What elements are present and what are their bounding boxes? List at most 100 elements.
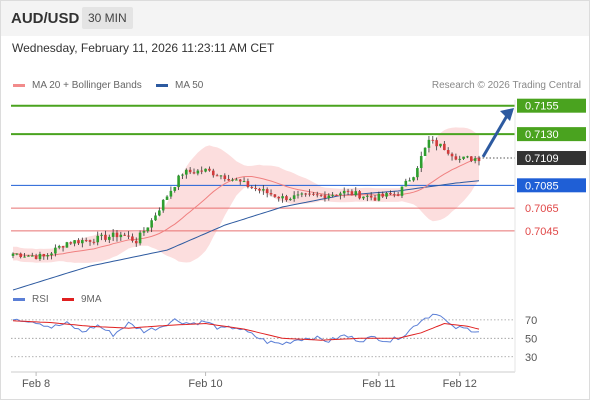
candle-body xyxy=(104,234,107,240)
candle-body xyxy=(88,240,92,242)
candle-body xyxy=(57,246,61,248)
candle-body xyxy=(354,191,358,196)
rsi-9ma-line xyxy=(12,320,480,341)
resistance-level-label: 0.7155 xyxy=(525,101,559,113)
legend-item-rsi: RSI xyxy=(13,294,49,305)
candle-body xyxy=(30,255,34,257)
resistance-label-bg xyxy=(517,98,586,113)
candle-body xyxy=(427,139,431,148)
candle-body xyxy=(315,194,319,196)
candle-body xyxy=(158,210,161,216)
candle-body xyxy=(188,169,192,173)
pivot-label-bg xyxy=(517,178,586,193)
x-tick-label: Feb 11 xyxy=(362,378,395,390)
candle-body xyxy=(369,195,373,198)
candle-body xyxy=(142,231,146,233)
candle-body xyxy=(300,193,304,195)
legend-label: MA 50 xyxy=(175,80,204,91)
candle-body xyxy=(196,170,200,174)
timeframe-badge[interactable]: 30 MIN xyxy=(82,7,133,29)
candle-body xyxy=(281,196,284,199)
candle-body xyxy=(238,179,242,182)
candle-body xyxy=(443,143,446,151)
rsi-swatch xyxy=(13,298,25,301)
current-price-label: 0.7109 xyxy=(525,153,559,165)
candle-body xyxy=(111,232,115,237)
candle-body xyxy=(308,193,311,195)
candle-body xyxy=(219,175,223,177)
candle-body xyxy=(431,139,435,141)
candle-body xyxy=(242,181,246,183)
rsi-tick-label: 70 xyxy=(525,315,537,327)
candle-body xyxy=(335,194,338,196)
x-tick-label: Feb 12 xyxy=(443,378,477,390)
legend-label: RSI xyxy=(32,294,49,305)
candle-body xyxy=(385,193,388,197)
candle-body xyxy=(389,193,392,195)
candle-body xyxy=(373,197,377,201)
candle-body xyxy=(366,195,369,197)
candle-body xyxy=(400,186,404,196)
candle-body xyxy=(123,234,126,236)
candle-body xyxy=(342,190,346,194)
candle-body xyxy=(469,156,473,161)
candle-body xyxy=(161,199,165,211)
candle-body xyxy=(312,193,315,195)
legend-label: MA 20 + Bollinger Bands xyxy=(32,80,142,91)
candle-body xyxy=(250,187,254,189)
candle-body xyxy=(254,188,257,190)
pair-title: AUD/USD xyxy=(11,10,80,27)
bollinger-swatch xyxy=(13,84,25,87)
candle-body xyxy=(435,140,438,147)
candle-body xyxy=(392,194,396,196)
legend-item-9ma: 9MA xyxy=(62,294,102,305)
candle-body xyxy=(92,241,96,243)
candle-body xyxy=(38,253,42,259)
candle-body xyxy=(339,193,342,196)
candle-body xyxy=(346,190,350,192)
candle-body xyxy=(100,234,103,236)
candle-body xyxy=(381,193,385,197)
candle-body xyxy=(107,236,111,240)
candle-body xyxy=(285,196,288,201)
candle-body xyxy=(165,196,169,200)
candle-body xyxy=(34,255,38,259)
candle-body xyxy=(169,190,173,197)
candle-body xyxy=(273,194,277,197)
candle-body xyxy=(358,191,361,199)
candle-body xyxy=(292,195,296,199)
candle-body xyxy=(296,194,300,196)
candle-body xyxy=(215,175,219,177)
candle-body xyxy=(377,193,381,201)
candle-body xyxy=(119,234,123,238)
candle-body xyxy=(262,189,265,191)
candle-body xyxy=(19,253,23,258)
candle-body xyxy=(423,147,427,157)
candle-body xyxy=(181,174,184,176)
resistance-label-bg xyxy=(517,127,586,142)
candle-body xyxy=(223,175,227,180)
legend-label: 9MA xyxy=(81,294,102,305)
candle-body xyxy=(458,158,462,160)
candle-body xyxy=(473,158,477,161)
candle-body xyxy=(134,240,138,244)
candle-body xyxy=(177,175,180,188)
candle-body xyxy=(146,227,150,232)
candle-body xyxy=(127,235,130,237)
candle-body xyxy=(246,181,250,188)
candle-body xyxy=(466,156,469,158)
candle-body xyxy=(277,196,281,199)
candle-body xyxy=(154,215,157,221)
candle-body xyxy=(46,255,49,257)
candle-body xyxy=(200,170,204,172)
forecast-arrow-head xyxy=(500,107,514,121)
candle-body xyxy=(96,235,100,243)
candle-body xyxy=(404,180,408,187)
candle-body xyxy=(65,242,69,248)
ma50-swatch xyxy=(156,84,168,87)
header-bar: AUD/USD 30 MIN xyxy=(0,0,590,36)
current-price-label-bg xyxy=(517,151,586,166)
candle-body xyxy=(362,196,365,199)
candle-body xyxy=(138,232,142,244)
